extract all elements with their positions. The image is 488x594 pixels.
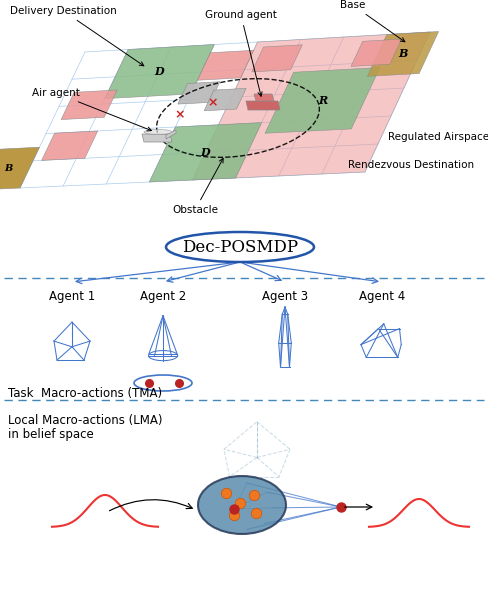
Polygon shape <box>367 31 439 77</box>
Polygon shape <box>192 32 430 180</box>
Text: Air agent: Air agent <box>32 88 151 131</box>
Text: ×: × <box>175 109 185 122</box>
Text: Agent 2: Agent 2 <box>140 290 186 303</box>
Text: B: B <box>398 49 407 59</box>
Text: D: D <box>201 147 210 158</box>
Text: Local Macro-actions (LMA): Local Macro-actions (LMA) <box>8 414 163 427</box>
Ellipse shape <box>134 375 192 391</box>
Text: Dec-POSMDP: Dec-POSMDP <box>182 239 298 255</box>
Polygon shape <box>105 45 214 99</box>
Text: Agent 4: Agent 4 <box>359 290 405 303</box>
Polygon shape <box>61 90 117 119</box>
Text: Delivery Destination: Delivery Destination <box>10 6 144 66</box>
Polygon shape <box>198 50 254 80</box>
Polygon shape <box>0 147 40 190</box>
Text: D: D <box>155 66 164 77</box>
Polygon shape <box>254 94 274 101</box>
Polygon shape <box>149 122 262 182</box>
Text: in belief space: in belief space <box>8 428 94 441</box>
Text: Base: Base <box>340 0 405 42</box>
Text: B: B <box>4 164 12 173</box>
Polygon shape <box>204 89 246 110</box>
Polygon shape <box>166 130 176 139</box>
Text: Task  Macro-actions (TMA): Task Macro-actions (TMA) <box>8 387 162 400</box>
Polygon shape <box>351 39 402 67</box>
Text: Rendezvous Destination: Rendezvous Destination <box>348 160 474 170</box>
Polygon shape <box>246 101 280 110</box>
Polygon shape <box>142 134 172 142</box>
Text: Obstacle: Obstacle <box>172 159 223 215</box>
Polygon shape <box>41 131 98 160</box>
Text: Agent 1: Agent 1 <box>49 290 95 303</box>
Polygon shape <box>265 68 380 133</box>
Text: Regulated Airspace: Regulated Airspace <box>388 132 488 142</box>
Text: Agent 3: Agent 3 <box>262 290 308 303</box>
Polygon shape <box>178 82 220 104</box>
Text: Ground agent: Ground agent <box>205 10 277 96</box>
Text: R: R <box>318 95 327 106</box>
Text: ×: × <box>208 96 218 109</box>
Ellipse shape <box>144 129 172 134</box>
Ellipse shape <box>166 232 314 262</box>
Polygon shape <box>252 45 303 72</box>
Ellipse shape <box>198 476 286 534</box>
